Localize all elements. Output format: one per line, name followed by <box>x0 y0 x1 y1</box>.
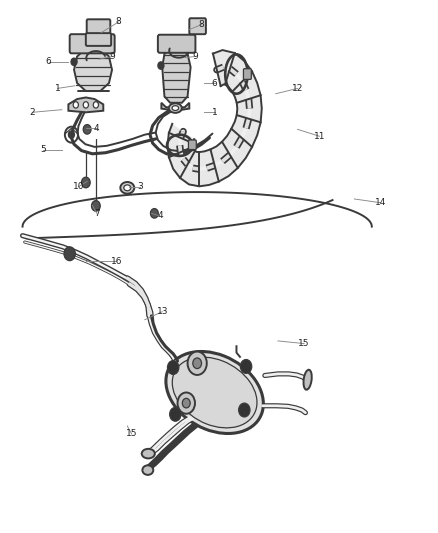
FancyBboxPatch shape <box>87 19 110 34</box>
Text: 11: 11 <box>314 132 325 141</box>
Circle shape <box>83 102 88 108</box>
Text: 12: 12 <box>292 84 303 93</box>
Text: 14: 14 <box>375 198 386 207</box>
Ellipse shape <box>166 351 263 433</box>
Ellipse shape <box>120 182 134 193</box>
Text: 10: 10 <box>73 182 84 191</box>
Ellipse shape <box>142 449 155 458</box>
Circle shape <box>68 131 74 139</box>
Circle shape <box>240 360 252 373</box>
Ellipse shape <box>172 106 179 110</box>
Text: 8: 8 <box>199 20 205 29</box>
Text: 13: 13 <box>156 307 168 316</box>
Circle shape <box>170 407 181 421</box>
Circle shape <box>92 200 100 211</box>
Circle shape <box>167 361 179 374</box>
FancyBboxPatch shape <box>189 18 206 34</box>
FancyBboxPatch shape <box>70 34 115 53</box>
Circle shape <box>193 358 201 368</box>
FancyBboxPatch shape <box>86 33 111 46</box>
Polygon shape <box>68 98 103 112</box>
Text: 16: 16 <box>111 257 122 265</box>
Circle shape <box>83 125 91 134</box>
Text: 4: 4 <box>94 124 99 133</box>
Circle shape <box>81 177 90 188</box>
Circle shape <box>64 247 75 261</box>
Text: 6: 6 <box>46 58 52 66</box>
Text: 9: 9 <box>109 52 115 61</box>
FancyBboxPatch shape <box>244 69 251 79</box>
Text: 2: 2 <box>29 108 35 117</box>
Text: 15: 15 <box>298 339 310 348</box>
Text: 7: 7 <box>94 209 99 218</box>
Text: 3: 3 <box>138 182 143 191</box>
Circle shape <box>71 58 77 66</box>
Text: 1: 1 <box>212 108 218 117</box>
Circle shape <box>158 62 164 69</box>
Ellipse shape <box>142 465 153 475</box>
Polygon shape <box>161 103 189 111</box>
FancyBboxPatch shape <box>188 140 196 150</box>
Circle shape <box>187 352 207 375</box>
Text: 4: 4 <box>157 212 163 221</box>
Polygon shape <box>167 50 262 187</box>
Ellipse shape <box>169 103 182 113</box>
Circle shape <box>73 102 78 108</box>
Circle shape <box>177 392 195 414</box>
Text: 15: 15 <box>126 430 138 439</box>
Ellipse shape <box>124 185 131 191</box>
Circle shape <box>150 208 158 218</box>
Text: 9: 9 <box>192 52 198 61</box>
Polygon shape <box>74 49 112 91</box>
Circle shape <box>93 102 99 108</box>
Text: 6: 6 <box>212 78 218 87</box>
Text: 1: 1 <box>55 84 60 93</box>
Polygon shape <box>162 49 191 103</box>
Ellipse shape <box>304 370 312 390</box>
Circle shape <box>182 398 190 408</box>
Text: 5: 5 <box>41 145 46 154</box>
FancyBboxPatch shape <box>158 35 195 53</box>
Circle shape <box>239 403 250 417</box>
Text: 8: 8 <box>116 18 121 27</box>
Ellipse shape <box>172 357 257 428</box>
